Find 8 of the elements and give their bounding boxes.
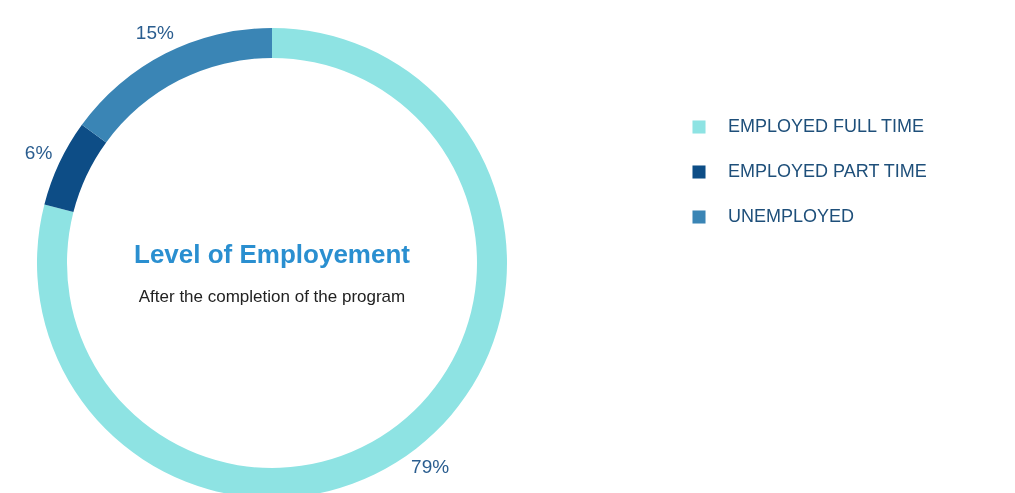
legend-label: EMPLOYED FULL TIME	[728, 116, 925, 136]
text: After the completion of the program	[138, 287, 406, 306]
legend-label: EMPLOYED PART TIME	[728, 161, 927, 181]
data-label: 15%	[135, 22, 174, 44]
data-label: 6%	[24, 142, 53, 164]
data-label: 79%	[411, 455, 450, 477]
text: Level of Employement	[134, 239, 411, 269]
legend-label: UNEMPLOYED	[728, 206, 855, 226]
